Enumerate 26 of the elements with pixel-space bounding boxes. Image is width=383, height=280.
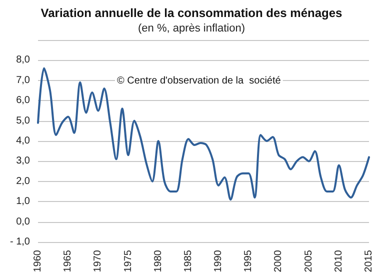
chart-subtitle: (en %, après inflation) xyxy=(138,22,245,34)
x-tick-label: 2015 xyxy=(364,250,374,272)
x-tick-label: 1975 xyxy=(122,250,134,272)
y-tick-label: - 1,0 xyxy=(10,236,30,248)
x-tick-label: 2005 xyxy=(303,250,314,272)
y-tick-label: 6,0 xyxy=(16,95,30,106)
y-tick-label: 2,0 xyxy=(16,176,30,187)
x-tick-label: 1990 xyxy=(213,250,224,272)
annotation: © Centre d'observation de la société xyxy=(117,76,282,86)
x-tick-label: 1960 xyxy=(32,250,44,272)
y-tick-label: 3,0 xyxy=(16,156,30,167)
y-tick-label: 1,0 xyxy=(16,196,30,208)
y-tick-label: 4,0 xyxy=(16,136,30,146)
y-tick-label: 7,0 xyxy=(16,74,30,86)
chart-title: Variation annuelle de la consommation des ménages xyxy=(40,6,343,20)
y-tick-label: 0,0 xyxy=(16,216,30,228)
x-tick-label: 2010 xyxy=(333,250,344,272)
line-series xyxy=(37,67,370,201)
y-tick-label: 5,0 xyxy=(16,115,30,126)
x-tick-label: 2000 xyxy=(273,250,284,272)
y-tick-label: 8,0 xyxy=(16,54,30,66)
x-tick-label: 1985 xyxy=(182,250,194,272)
x-tick-label: 1980 xyxy=(152,250,164,272)
x-tick-label: 1965 xyxy=(62,250,74,272)
x-tick-label: 1995 xyxy=(243,250,254,272)
x-tick-label: 1970 xyxy=(92,250,104,272)
